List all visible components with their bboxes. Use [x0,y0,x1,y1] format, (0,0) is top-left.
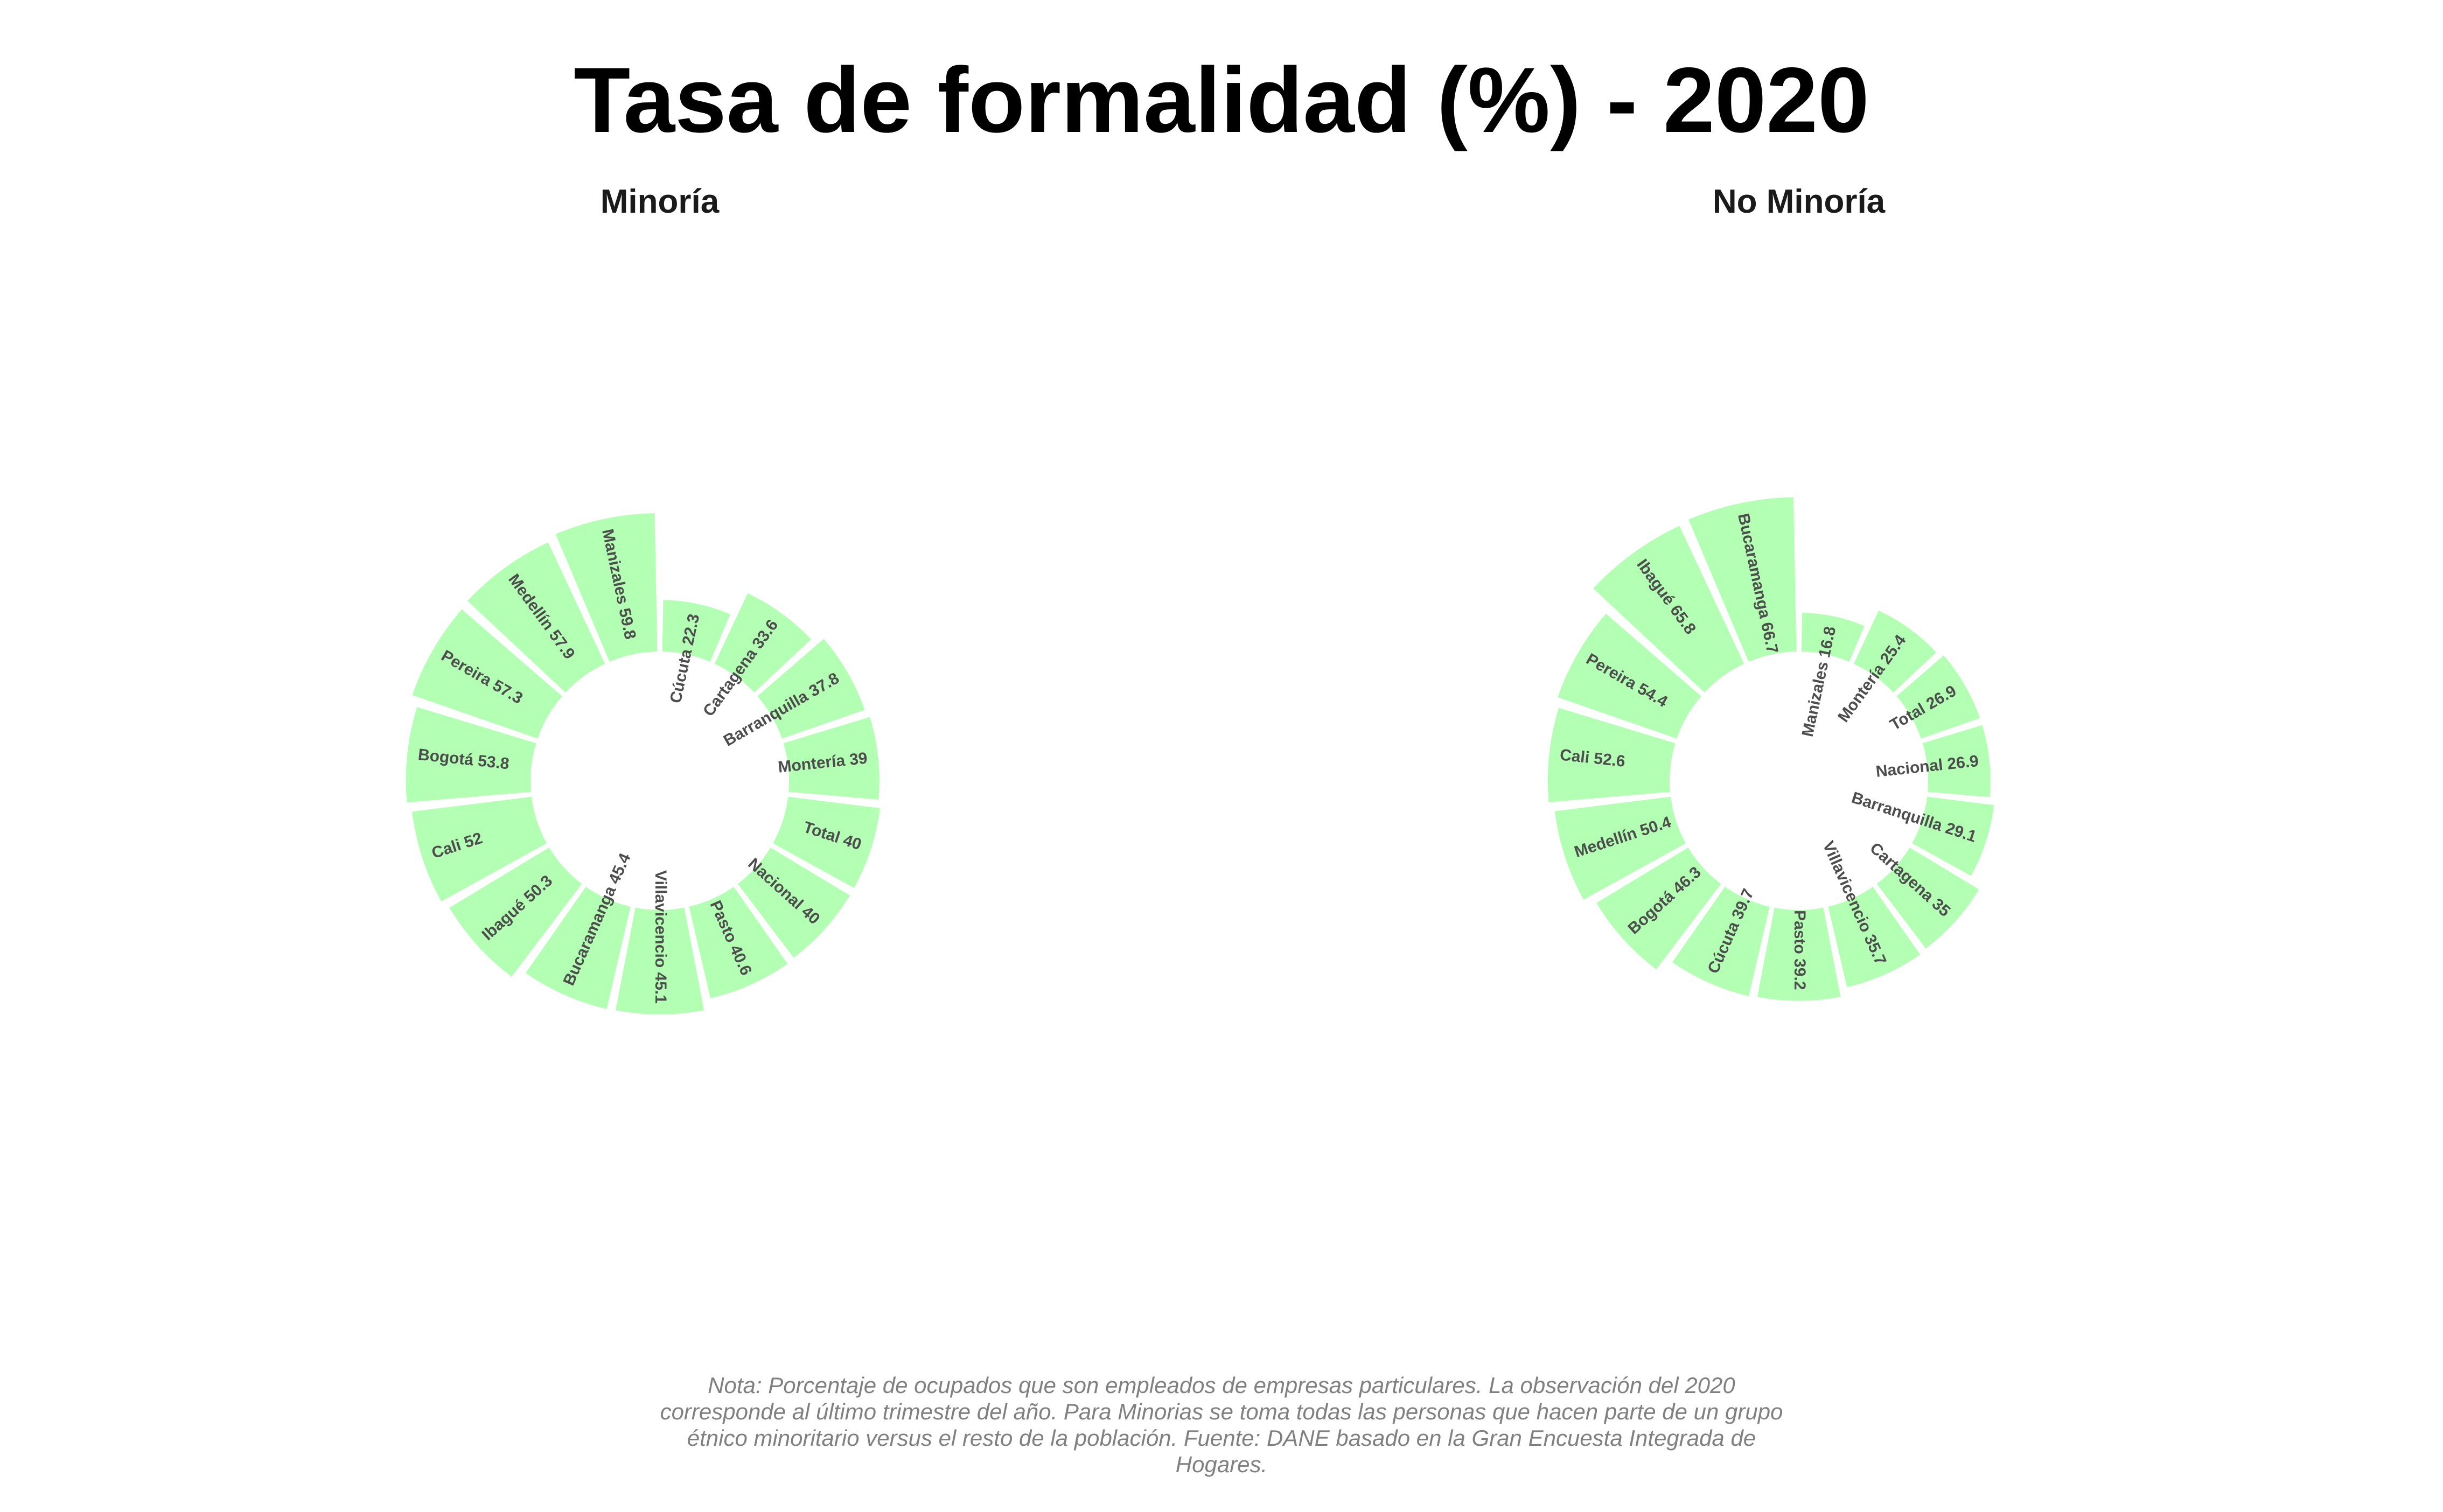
bar [449,847,582,977]
bar [412,609,562,739]
bar [1688,497,1797,662]
bar [783,717,880,800]
bar [1912,796,1994,876]
bar [406,706,536,803]
panel-title: No Minoría [1713,183,1886,220]
bar [525,886,631,1009]
bar [737,847,850,958]
bar-label: Pasto 39.2 [1791,910,1809,990]
chart-note: Nota: Porcentaje de ocupados que son emp… [660,1373,1783,1477]
bar-label: Villavicencio 45.1 [652,870,669,1004]
bar [1596,847,1721,970]
bar [1853,610,1936,693]
bar [714,593,811,693]
bar [555,513,658,662]
bar [1801,612,1865,662]
bar [1547,708,1676,802]
bar [1757,907,1841,1001]
bar [1876,847,1979,949]
bar [1922,725,1991,797]
bar [1672,886,1770,997]
bar [757,639,865,739]
bar [1554,796,1686,900]
bar [773,796,880,888]
bar [411,796,547,902]
bar [615,907,704,1014]
bar [1896,655,1980,739]
bar [467,542,605,693]
bar [689,886,788,998]
bar [1828,886,1921,988]
bar [662,600,730,662]
bar [1593,526,1744,693]
chart-title: Tasa de formalidad (%) - 2020 [574,48,1869,152]
panel-title: Minoría [601,183,720,220]
bar [1558,613,1701,739]
